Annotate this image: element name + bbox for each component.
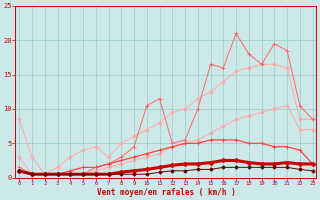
X-axis label: Vent moyen/en rafales ( km/h ): Vent moyen/en rafales ( km/h ) [97, 188, 235, 197]
